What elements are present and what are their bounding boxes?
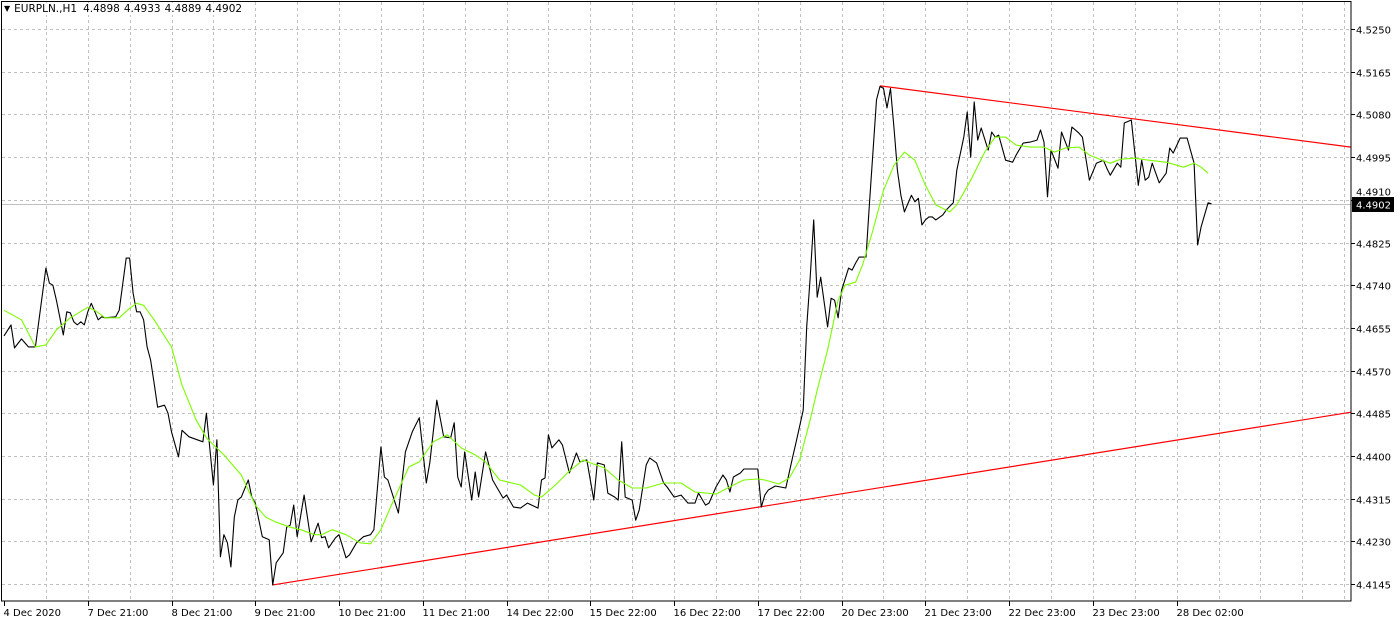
y-tick-label: 4.4740 xyxy=(1356,282,1391,293)
x-tick-label: 10 Dec 21:00 xyxy=(339,608,406,619)
y-tick-label: 4.5080 xyxy=(1356,111,1391,122)
y-tick-label: 4.4230 xyxy=(1356,538,1391,549)
y-tick-label: 4.4995 xyxy=(1356,154,1391,165)
current-price-box xyxy=(1352,197,1394,212)
trendline-support xyxy=(272,411,1352,586)
grid xyxy=(2,2,1351,601)
x-tick-label: 16 Dec 22:00 xyxy=(674,608,741,619)
x-tick-label: 22 Dec 23:00 xyxy=(1009,608,1076,619)
x-tick-label: 9 Dec 21:00 xyxy=(255,608,316,619)
triangle-down-icon[interactable]: ▼ xyxy=(4,4,11,13)
y-tick-label: 4.4570 xyxy=(1356,368,1391,379)
x-tick-label: 15 Dec 22:00 xyxy=(590,608,657,619)
y-tick-label: 4.4400 xyxy=(1356,453,1391,464)
x-tick-label: 4 Dec 2020 xyxy=(4,608,62,619)
x-tick-label: 28 Dec 02:00 xyxy=(1177,608,1244,619)
current-price-label: 4.4902 xyxy=(1356,201,1391,212)
y-tick-label: 4.4655 xyxy=(1356,325,1391,336)
x-tick-label: 14 Dec 22:00 xyxy=(507,608,574,619)
x-tick-label: 20 Dec 23:00 xyxy=(842,608,909,619)
low-value: 4.4889 xyxy=(164,3,202,15)
x-tick-label: 23 Dec 23:00 xyxy=(1093,608,1160,619)
y-tick-label: 4.5165 xyxy=(1356,69,1391,80)
x-tick-label: 8 Dec 21:00 xyxy=(172,608,233,619)
x-tick-label: 17 Dec 22:00 xyxy=(758,608,825,619)
moving-average-series xyxy=(3,136,1209,545)
current-price-marker: 4.4902 xyxy=(1352,197,1394,212)
trendline-resistance xyxy=(879,85,1352,148)
trendlines[interactable] xyxy=(272,85,1352,586)
x-tick-label: 7 Dec 21:00 xyxy=(88,608,149,619)
y-tick-label: 4.4145 xyxy=(1356,581,1391,592)
y-tick-label: 4.5250 xyxy=(1356,26,1391,37)
price-axis[interactable]: 4.5250 4.5165 4.5080 4.4995 4.4910 4.4825 4.47… xyxy=(1351,26,1391,592)
high-value: 4.4933 xyxy=(123,3,161,15)
time-axis[interactable]: 4 Dec 2020 7 Dec 21:00 8 Dec 21:00 9 Dec 21… xyxy=(4,601,1244,619)
symbol-timeframe: EURPLN.,H1 xyxy=(14,3,78,15)
plot-frame xyxy=(1,1,1352,602)
chart-header: ▼ EURPLN.,H1 4.4898 4.4933 4.4889 4.4902 xyxy=(4,3,250,15)
y-tick-label: 4.4315 xyxy=(1356,496,1391,507)
open-value: 4.4898 xyxy=(83,3,120,15)
y-tick-label: 4.4825 xyxy=(1356,240,1391,251)
x-tick-label: 11 Dec 21:00 xyxy=(423,608,490,619)
series xyxy=(3,85,1212,586)
x-tick-label: 21 Dec 23:00 xyxy=(925,608,992,619)
y-tick-label: 4.4910 xyxy=(1356,188,1391,199)
price-line-series xyxy=(3,85,1212,586)
close-value: 4.4902 xyxy=(205,3,243,15)
y-tick-label: 4.4485 xyxy=(1356,410,1391,421)
